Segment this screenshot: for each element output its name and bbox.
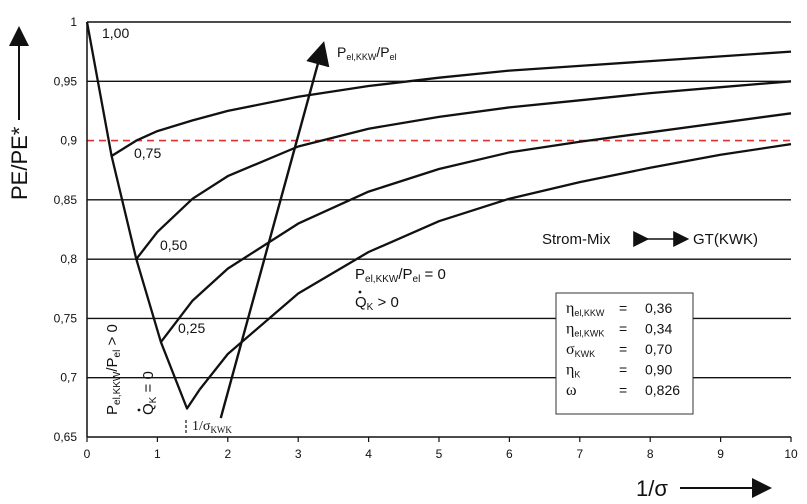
svg-text:Pel,KKW/Pel > 0: Pel,KKW/Pel > 0 bbox=[104, 324, 123, 415]
x-tick-label: 8 bbox=[647, 447, 654, 461]
x-tick-label: 3 bbox=[295, 447, 302, 461]
series-line-1 bbox=[110, 50, 792, 157]
x-tick-label: 10 bbox=[784, 447, 798, 461]
y-tick-label: 0,95 bbox=[54, 74, 78, 88]
qk-greater-label: QK > 0 bbox=[355, 294, 399, 313]
label-100: 1,00 bbox=[102, 25, 129, 41]
param-value: 0,90 bbox=[645, 362, 672, 378]
y-tick-label: 0,75 bbox=[54, 311, 78, 325]
x-tick-label: 5 bbox=[436, 447, 443, 461]
y-tick-label: 0,9 bbox=[60, 134, 77, 148]
label-075: 0,75 bbox=[134, 145, 161, 161]
x-tick-label: 1 bbox=[154, 447, 161, 461]
trend-arrow bbox=[219, 41, 330, 419]
gt-kwk-label: GT(KWK) bbox=[693, 231, 758, 248]
param-symbol: ω bbox=[566, 382, 577, 399]
series-line-4 bbox=[198, 142, 792, 391]
param-symbol: ηel,KWK bbox=[566, 321, 604, 339]
y-tick-label: 0,85 bbox=[54, 193, 78, 207]
svg-text:QK = 0: QK = 0 bbox=[140, 371, 159, 415]
y-tick-label: 1 bbox=[70, 15, 77, 29]
series-line-5 bbox=[85, 21, 201, 410]
param-value: 0,34 bbox=[645, 321, 672, 337]
strom-mix-label: Strom-Mix bbox=[542, 231, 611, 248]
series-line-2 bbox=[135, 80, 792, 260]
param-equals: = bbox=[619, 300, 627, 316]
param-equals: = bbox=[619, 362, 627, 378]
x-tick-label: 9 bbox=[717, 447, 724, 461]
x-tick-label: 0 bbox=[84, 447, 91, 461]
label-025: 0,25 bbox=[178, 320, 205, 336]
param-symbol: ηel,KKW bbox=[566, 300, 605, 318]
param-equals: = bbox=[619, 382, 627, 398]
sigma-min-label: 1/σKWK bbox=[192, 419, 232, 435]
grid-lines bbox=[86, 21, 791, 438]
vertical-label: Pel,KKW/Pel > 0 QK = 0 bbox=[104, 324, 159, 415]
zero-curve-label: Pel,KKW/Pel = 0 bbox=[355, 266, 446, 285]
y-tick-label: 0,65 bbox=[54, 430, 78, 444]
x-tick-label: 6 bbox=[506, 447, 513, 461]
param-value: 0,826 bbox=[645, 382, 680, 398]
param-equals: = bbox=[619, 341, 627, 357]
y-tick-label: 0,7 bbox=[60, 371, 77, 385]
parameter-box: ηel,KKW = 0,36 ηel,KWK = 0,34 σKWK = 0,70 ηK = 0,90… bbox=[555, 292, 694, 415]
curve-group bbox=[85, 21, 792, 419]
param-value: 0,36 bbox=[645, 300, 672, 316]
y-tick-label: 0,8 bbox=[60, 252, 77, 266]
param-value: 0,70 bbox=[645, 341, 672, 357]
param-symbol: σKWK bbox=[566, 341, 595, 359]
x-tick-label: 2 bbox=[224, 447, 231, 461]
x-tick-label: 7 bbox=[576, 447, 583, 461]
x-axis-title: 1/σ bbox=[636, 476, 668, 501]
qk-dot bbox=[358, 290, 362, 294]
y-axis-title: PE/PE* bbox=[7, 126, 32, 200]
arrow-label: Pel,KKW/Pel bbox=[337, 44, 397, 62]
param-equals: = bbox=[619, 321, 627, 337]
x-tick-label: 4 bbox=[365, 447, 372, 461]
label-050: 0,50 bbox=[160, 237, 187, 253]
series-line-3 bbox=[159, 112, 792, 343]
param-symbol: ηK bbox=[566, 362, 580, 380]
